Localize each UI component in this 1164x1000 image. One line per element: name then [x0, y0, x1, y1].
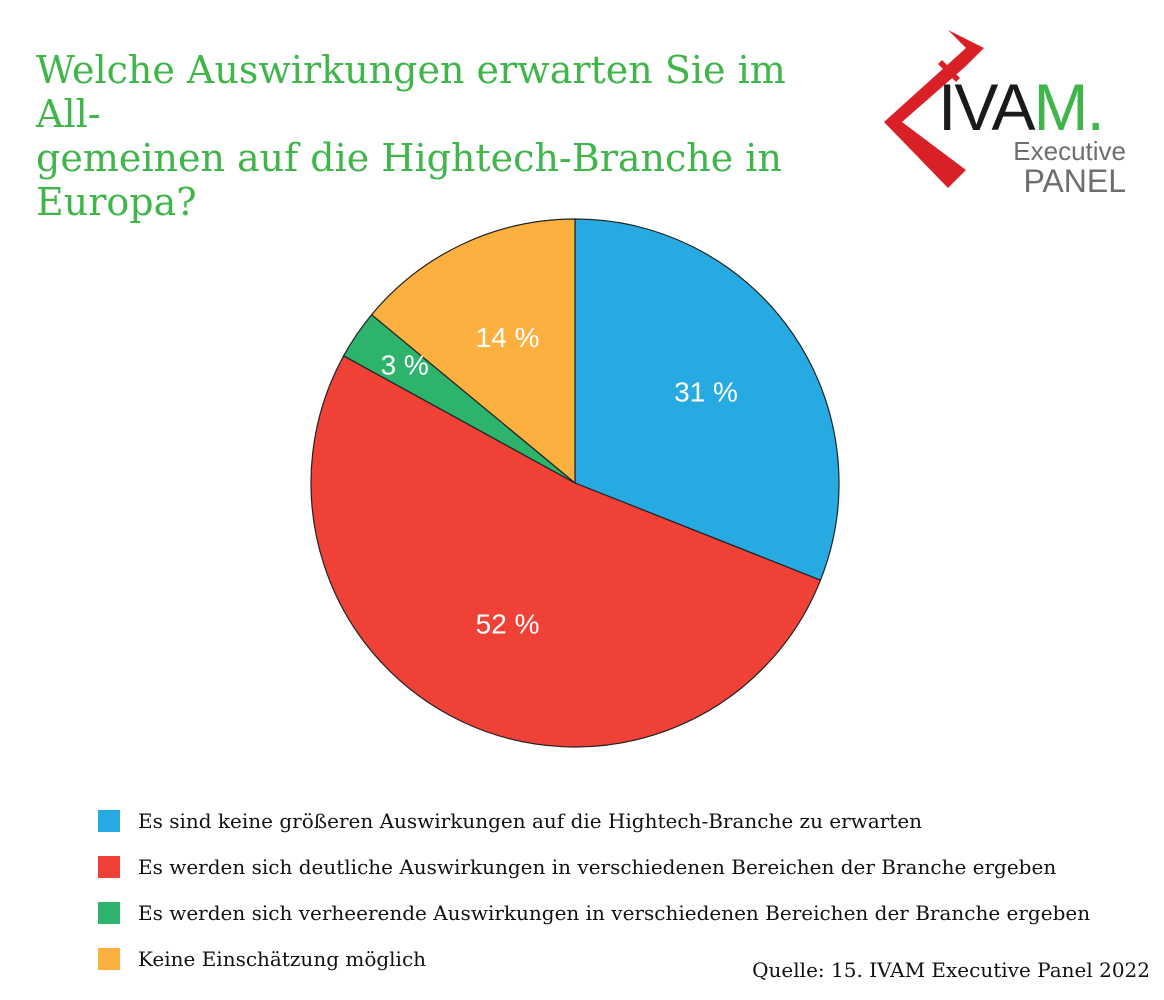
legend-swatch [98, 856, 120, 878]
ivam-logo: IVAM. Executive PANEL [884, 30, 1126, 199]
legend-item-4: Keine Einschätzung möglich [98, 936, 1090, 982]
pie-slice-2 [310, 355, 822, 748]
pie-slice-label-1: 31 % [674, 376, 738, 407]
legend-item-3: Es werden sich verheerende Auswirkungen … [98, 890, 1090, 936]
pie-slice-label-4: 14 % [476, 322, 540, 353]
legend-swatch [98, 902, 120, 924]
pie-slices [310, 218, 840, 748]
logo-line2: PANEL [1023, 163, 1126, 199]
legend-label: Es werden sich deutliche Auswirkungen in… [138, 855, 1057, 879]
pie-slice-1 [574, 218, 840, 581]
pie-slice-4 [370, 218, 576, 485]
pie-slice-labels: 31 % 52 % 3 % 14 % [381, 322, 738, 640]
legend-item-2: Es werden sich deutliche Auswirkungen in… [98, 844, 1090, 890]
logo-line1: Executive [1013, 136, 1126, 166]
legend-item-1: Es sind keine größeren Auswirkungen auf … [98, 798, 1090, 844]
legend: Es sind keine größeren Auswirkungen auf … [98, 798, 1090, 982]
pie-slice-label-3: 3 % [381, 350, 429, 381]
legend-swatch [98, 948, 120, 970]
legend-label: Es werden sich verheerende Auswirkungen … [138, 901, 1091, 925]
chart-title: Welche Auswirkungen erwarten Sie im All-… [36, 48, 786, 224]
logo-red-chevron [884, 30, 984, 188]
legend-label: Keine Einschätzung möglich [138, 947, 427, 971]
logo-red-chevron-upper [938, 60, 960, 82]
legend-label: Es sind keine größeren Auswirkungen auf … [138, 809, 923, 833]
legend-swatch [98, 810, 120, 832]
source-note: Quelle: 15. IVAM Executive Panel 2022 [752, 958, 1150, 982]
pie-slice-label-2: 52 % [476, 609, 540, 640]
logo-brand-text: IVAM. [938, 70, 1103, 144]
